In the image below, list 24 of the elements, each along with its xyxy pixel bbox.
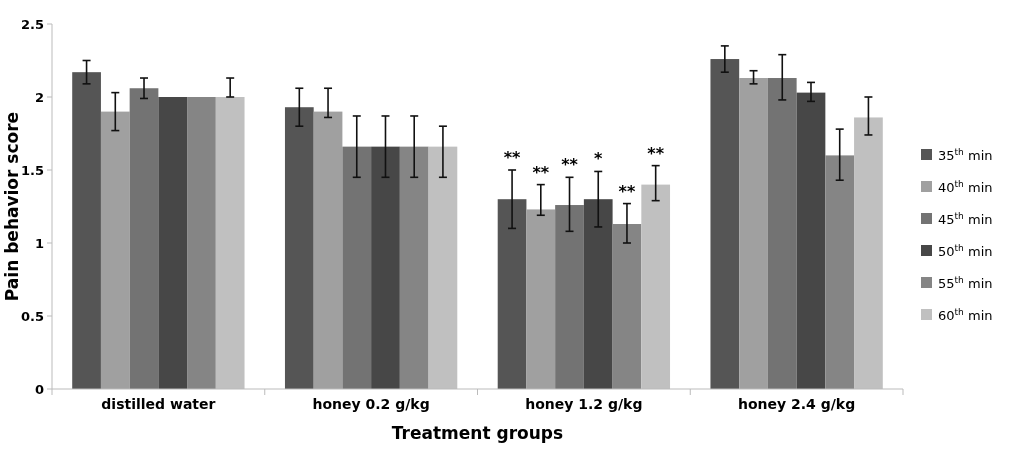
annotation: ** — [561, 155, 579, 175]
y-tick-label: 1.5 — [20, 162, 44, 178]
x-axis-title: Treatment groups — [391, 423, 564, 443]
x-tick-label: honey 0.2 g/kg — [312, 396, 430, 412]
legend-label: 40$^{th}$ min — [938, 178, 993, 195]
annotation: * — [594, 149, 604, 169]
y-tick-label: 2.5 — [20, 16, 44, 32]
y-tick-label: 0 — [34, 381, 44, 397]
y-tick-label: 1 — [34, 235, 44, 251]
annotation: ** — [503, 148, 522, 167]
y-tick-label: 2 — [34, 89, 44, 105]
x-tick-label: honey 1.2 g/kg — [525, 396, 643, 412]
legend-label: 60$^{th}$ min — [938, 306, 993, 323]
annotation: ** — [618, 181, 636, 201]
legend-label: 55$^{th}$ min — [938, 274, 993, 291]
y-axis-title: Pain behavior score — [2, 111, 22, 302]
x-tick-label: distilled water — [101, 396, 216, 412]
annotation: ** — [532, 162, 550, 182]
y-tick-label: 0.5 — [20, 308, 44, 324]
legend-label: 50$^{th}$ min — [938, 242, 993, 259]
legend-label: 45$^{th}$ min — [938, 210, 993, 227]
x-tick-label: honey 2.4 g/kg — [738, 396, 856, 412]
annotation: ** — [647, 143, 665, 163]
legend-label: 35$^{th}$ min — [938, 146, 993, 163]
